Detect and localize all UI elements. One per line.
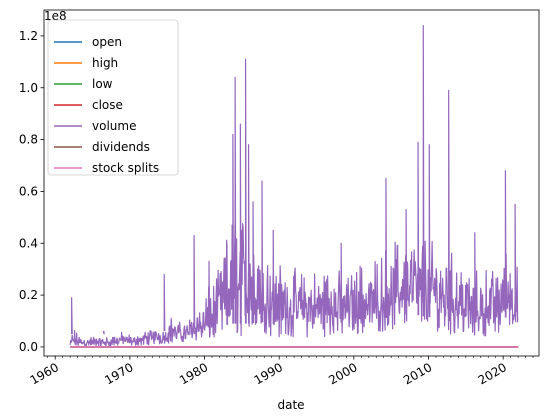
- y-tick-label: 0.8: [19, 133, 38, 147]
- y-axis: 0.0 0.2 0.4 0.6 0.8 1.0 1.2: [19, 29, 44, 354]
- volume-series-line: [69, 24, 519, 348]
- y-tick-label: 1.0: [19, 81, 38, 95]
- legend-box: [47, 19, 179, 176]
- legend-label: high: [92, 56, 118, 70]
- y-tick-label: 0.2: [19, 288, 38, 302]
- y-tick-label: 0.6: [19, 184, 38, 198]
- legend-label: stock splits: [92, 161, 159, 175]
- legend-label: volume: [92, 119, 136, 133]
- x-axis-title: date: [277, 398, 304, 412]
- legend-label: close: [92, 98, 123, 112]
- plot-frame: [43, 9, 540, 357]
- legend-label: low: [92, 77, 113, 91]
- y-offset-text: 1e8: [44, 9, 67, 23]
- volume-series-layer: [69, 24, 519, 348]
- legend-label: open: [92, 35, 122, 49]
- y-tick-label: 1.2: [19, 29, 38, 43]
- legend-label: dividends: [92, 140, 150, 154]
- y-tick-label: 0.0: [19, 340, 38, 354]
- y-tick-label: 0.4: [19, 236, 38, 250]
- legend: open high low close volume dividends stock spl…: [47, 19, 179, 176]
